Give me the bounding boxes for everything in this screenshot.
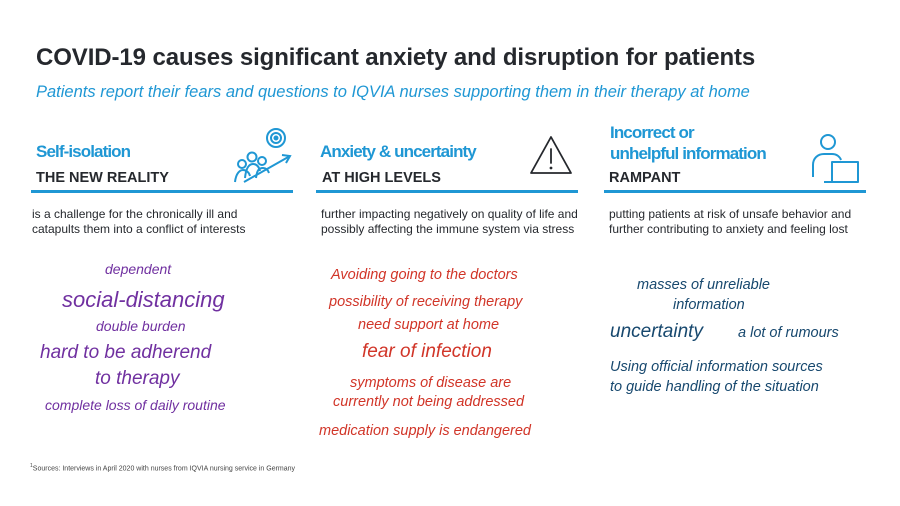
column-3-description: putting patients at risk of unsafe behav… [609,207,852,236]
column-2-heading: Anxiety & uncertainty [320,142,477,161]
word-symptoms-line-1: symptoms of disease are [350,375,512,391]
column-1-subheading: THE NEW REALITY [36,170,169,186]
column-2-subheading: AT HIGH LEVELS [322,170,441,186]
word-to-therapy: to therapy [95,368,180,389]
column-3-divider [604,190,866,193]
word-fear-of-infection: fear of infection [362,341,492,362]
column-3-heading-line-2: unhelpful information [610,144,767,163]
word-double-burden: double burden [96,318,186,334]
word-avoiding-doctors: Avoiding going to the doctors [331,267,518,283]
word-complete-loss: complete loss of daily routine [45,397,226,413]
word-uncertainty: uncertainty [610,321,703,342]
word-need-support: need support at home [358,317,500,333]
footnote-text-b: with nurses from [136,465,188,473]
word-masses-unreliable: masses of unreliable [637,277,770,293]
word-possibility-therapy: possibility of receiving therapy [329,294,523,310]
warning-triangle-icon [528,134,574,181]
footnote-marker: 1 [30,463,33,469]
column-1-heading: Self-isolation [36,142,131,161]
word-guide-handling: to guide handling of the situation [610,379,819,395]
word-hard-to-be-adherend: hard to be adherend [40,342,212,363]
footnote: 1Sources: Interviews in April 2020 with … [30,463,295,472]
column-2-description: further impacting negatively on quality … [321,207,578,236]
word-symptoms-line-2: currently not being addressed [333,394,525,410]
people-growth-target-icon [232,126,294,193]
person-at-computer-icon [808,132,862,191]
page-title: COVID-19 causes significant anxiety and … [36,44,756,71]
column-1-divider [31,190,293,193]
word-official-sources: Using official information sources [610,359,823,375]
word-social-distancing: social-distancing [62,287,225,312]
footnote-text-c: IQVIA nursing service in Germany [189,465,296,473]
column-1-description: is a challenge for the chronically ill a… [32,207,246,236]
column-3-subheading: RAMPANT [609,170,681,186]
word-dependent: dependent [105,261,172,277]
page-subtitle: Patients report their fears and question… [36,83,750,101]
word-information: information [673,297,745,313]
column-3-heading-line-1: Incorrect or [610,123,695,142]
word-medication-supply: medication supply is endangered [319,423,531,439]
footnote-text-a: Sources: Interviews in April 2020 [32,465,135,473]
word-rumours: a lot of rumours [738,325,839,341]
column-2-divider [316,190,578,193]
